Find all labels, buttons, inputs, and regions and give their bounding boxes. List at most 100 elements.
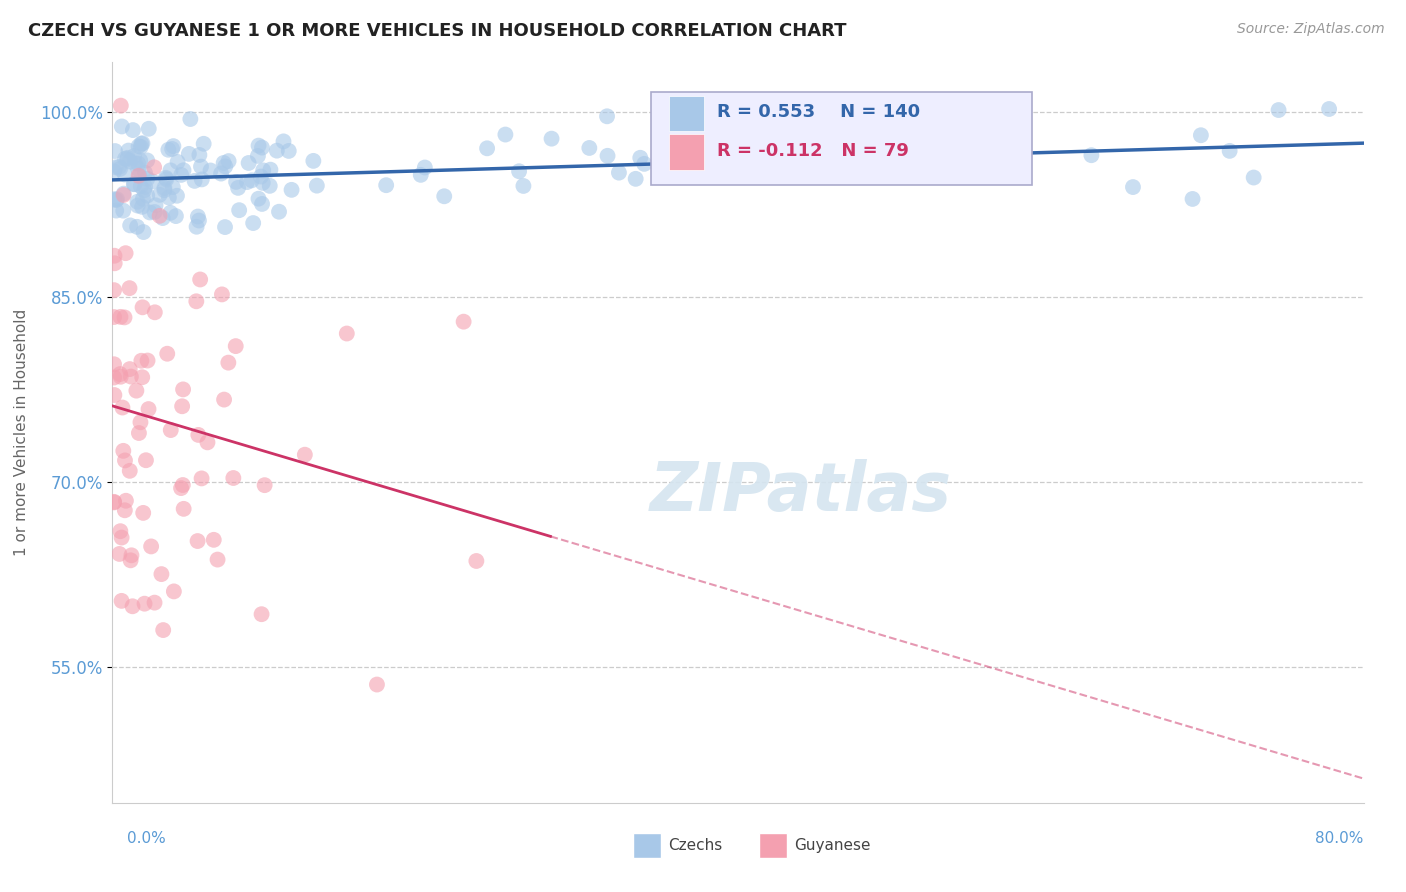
Point bbox=[172, 383, 194, 397]
Point bbox=[131, 301, 153, 315]
Point bbox=[143, 596, 166, 610]
Point bbox=[122, 178, 145, 192]
Point bbox=[186, 219, 208, 234]
Point bbox=[122, 149, 145, 163]
Point bbox=[103, 310, 125, 324]
Point bbox=[149, 209, 172, 223]
Point bbox=[108, 161, 131, 176]
Point bbox=[465, 554, 488, 568]
Point bbox=[280, 183, 302, 197]
Point bbox=[112, 188, 135, 202]
Text: 0.0%: 0.0% bbox=[127, 831, 166, 846]
Text: Guyanese: Guyanese bbox=[794, 838, 870, 853]
Point bbox=[129, 179, 152, 194]
Point bbox=[305, 178, 328, 193]
Point bbox=[111, 401, 134, 415]
Point bbox=[131, 136, 153, 151]
FancyBboxPatch shape bbox=[669, 135, 704, 169]
Point bbox=[117, 144, 139, 158]
Point bbox=[108, 547, 131, 561]
Point bbox=[294, 448, 316, 462]
Point bbox=[114, 503, 136, 517]
Point bbox=[190, 471, 212, 485]
Point bbox=[120, 369, 142, 384]
Point bbox=[366, 677, 388, 691]
Point bbox=[124, 177, 146, 191]
Point bbox=[155, 172, 177, 186]
Point bbox=[121, 549, 143, 563]
Point bbox=[172, 399, 194, 413]
Point bbox=[188, 272, 211, 286]
Point bbox=[114, 152, 136, 166]
Y-axis label: 1 or more Vehicles in Household: 1 or more Vehicles in Household bbox=[14, 309, 28, 557]
Point bbox=[131, 370, 153, 384]
Point bbox=[225, 339, 247, 353]
Point bbox=[273, 135, 295, 149]
Point bbox=[152, 211, 174, 225]
Point bbox=[596, 109, 619, 123]
Point bbox=[103, 357, 125, 371]
Point bbox=[129, 415, 152, 429]
Point bbox=[125, 384, 148, 398]
Point bbox=[212, 156, 235, 170]
Point bbox=[104, 144, 127, 158]
Point bbox=[155, 170, 177, 185]
Point bbox=[128, 139, 150, 153]
Point bbox=[104, 161, 127, 175]
Point bbox=[217, 356, 239, 370]
Point bbox=[187, 213, 209, 227]
Point bbox=[134, 180, 156, 194]
Point bbox=[721, 169, 744, 183]
Point bbox=[103, 283, 125, 297]
Point bbox=[212, 392, 235, 407]
Point bbox=[187, 210, 209, 224]
Point bbox=[157, 190, 180, 204]
Point bbox=[163, 584, 186, 599]
Point bbox=[259, 162, 281, 177]
FancyBboxPatch shape bbox=[669, 95, 704, 131]
Point bbox=[173, 501, 195, 516]
Point bbox=[128, 169, 150, 183]
Point bbox=[110, 310, 132, 324]
Point bbox=[114, 453, 136, 467]
Point bbox=[111, 120, 134, 134]
Text: Czechs: Czechs bbox=[668, 838, 723, 853]
Point bbox=[118, 154, 141, 169]
Point bbox=[138, 402, 160, 417]
Point bbox=[202, 533, 225, 547]
Point bbox=[103, 164, 125, 178]
Point bbox=[120, 553, 142, 567]
Point bbox=[267, 204, 290, 219]
Point bbox=[136, 153, 159, 168]
Point bbox=[191, 172, 214, 186]
Point bbox=[624, 171, 647, 186]
Point bbox=[127, 156, 149, 170]
Point bbox=[157, 143, 180, 157]
Point bbox=[153, 183, 176, 197]
Point bbox=[110, 531, 132, 545]
Point bbox=[540, 131, 562, 145]
FancyBboxPatch shape bbox=[651, 92, 1032, 185]
Point bbox=[134, 597, 156, 611]
Point bbox=[413, 161, 436, 175]
Point bbox=[160, 142, 183, 156]
Point bbox=[188, 148, 211, 162]
Point bbox=[145, 198, 167, 212]
Point bbox=[143, 205, 166, 219]
Point bbox=[128, 169, 150, 183]
Point bbox=[247, 192, 270, 206]
Point bbox=[475, 141, 498, 155]
Point bbox=[103, 495, 125, 509]
Point bbox=[699, 160, 721, 174]
Point bbox=[1219, 144, 1241, 158]
Point bbox=[1317, 102, 1340, 116]
Point bbox=[114, 310, 136, 325]
Point bbox=[228, 203, 250, 218]
Point bbox=[104, 256, 127, 270]
Point bbox=[1122, 180, 1144, 194]
Point bbox=[134, 166, 156, 180]
Point bbox=[170, 481, 193, 495]
Point bbox=[124, 156, 146, 170]
Point bbox=[110, 369, 132, 384]
Point bbox=[250, 607, 273, 622]
